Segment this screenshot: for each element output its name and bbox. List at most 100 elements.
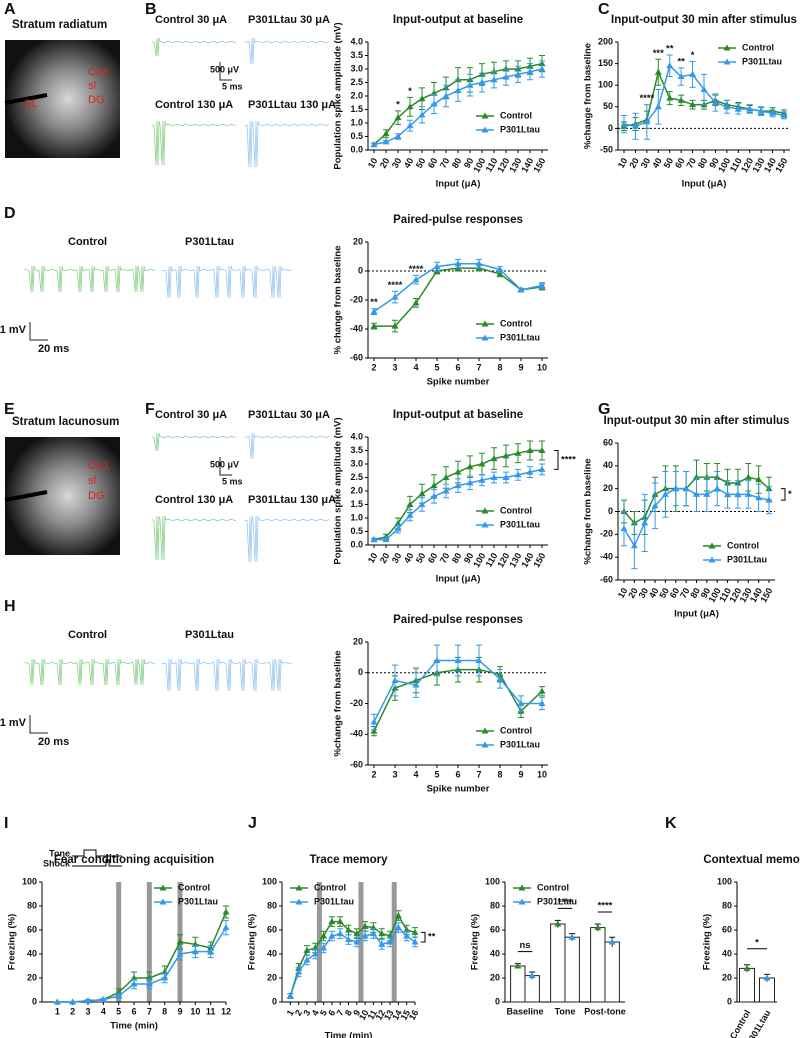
inset-label: Shock [43, 858, 71, 868]
x-tick-label: 7 [335, 1008, 346, 1017]
point [502, 474, 510, 480]
point [442, 92, 450, 99]
point [620, 525, 628, 532]
bar [524, 975, 540, 1003]
point [382, 536, 390, 543]
point [526, 468, 534, 475]
point [394, 924, 402, 931]
legend-label: P301Ltau [500, 124, 540, 134]
x-tick-label: 3 [85, 1006, 90, 1016]
significance: ** [677, 56, 685, 67]
trace-label: Control 30 μA [155, 14, 227, 26]
y-tick-label: 50 [603, 101, 613, 111]
x-tick-label: 1 [55, 1006, 60, 1016]
legend-label: P301Ltau [500, 332, 540, 342]
x-tick-label: 10 [366, 156, 380, 170]
bar [564, 936, 580, 1003]
point [161, 974, 169, 981]
y-axis-label: Population spike amplitude (mV) [333, 417, 344, 564]
x-tick-label: 3 [392, 362, 397, 372]
point [517, 700, 525, 706]
x-tick-label: 60 [426, 156, 440, 170]
point [418, 111, 426, 118]
x-tick-label: 4 [101, 1006, 106, 1016]
y-tick-label: -20 [350, 698, 363, 708]
y-tick-label: 3.5 [350, 50, 363, 60]
x-tick-label: 16 [407, 1008, 421, 1022]
significance: * [408, 86, 412, 97]
x-tick-label: 11 [206, 1006, 216, 1016]
mean-marker [514, 962, 522, 969]
y-tick-label: 0 [727, 996, 732, 1006]
point [406, 511, 414, 518]
scale-bar [219, 457, 232, 476]
trace-label: Control [68, 236, 107, 248]
legend-label: P301Ltau [537, 896, 577, 906]
x-tick-label: 2 [371, 362, 376, 372]
series-line [289, 926, 416, 997]
x-tick-label: 40 [647, 586, 661, 600]
mean-marker [608, 938, 616, 945]
x-tick-label: 30 [637, 586, 651, 600]
x-tick-label: 9 [518, 362, 523, 372]
x-tick-label: 5 [116, 1006, 121, 1016]
x-tick-label: 2 [371, 769, 376, 779]
bar [510, 965, 526, 1003]
y-tick-label: 20 [722, 972, 732, 982]
x-tick-label: 50 [662, 156, 676, 170]
significance: ** [428, 932, 436, 943]
chart-title: Contextual memory [703, 854, 800, 866]
legend-marker [518, 884, 526, 891]
legend-marker [481, 334, 489, 341]
point [654, 103, 662, 110]
x-tick-label: 80 [450, 551, 464, 565]
x-tick-label: 30 [639, 156, 653, 170]
x-tick-label: 7 [476, 362, 481, 372]
x-tick-label: 50 [414, 156, 428, 170]
y-tick-label: -60 [600, 574, 613, 584]
y-tick-label: 3.5 [350, 445, 363, 455]
x-tick-label: 70 [438, 156, 452, 170]
point [430, 492, 438, 499]
point [418, 95, 426, 102]
y-tick-label: 60 [267, 924, 277, 934]
y-axis-label: Freezing (%) [470, 914, 481, 970]
trace-label: P301Ltau [185, 629, 234, 641]
y-tick-label: 0 [358, 667, 363, 677]
point [406, 103, 414, 110]
point [53, 998, 61, 1005]
point [496, 675, 504, 682]
scale-label: 1 mV [0, 717, 27, 729]
scale-label: 20 ms [38, 343, 69, 355]
point [394, 114, 402, 121]
point [130, 980, 138, 987]
trace-label: Control 130 μA [155, 99, 233, 111]
significance: **** [409, 264, 424, 275]
point [466, 81, 474, 88]
point [475, 656, 483, 663]
point [412, 681, 420, 688]
y-tick-label: 150 [598, 58, 613, 68]
y-tick-label: 200 [598, 36, 613, 46]
legend-label: P301Ltau [727, 554, 767, 564]
y-tick-label: -40 [350, 323, 363, 333]
point [391, 322, 399, 329]
inset-label: Tone [49, 848, 70, 858]
panel-letter: K [665, 815, 677, 832]
x-tick-label: 40 [402, 551, 416, 565]
x-tick-label: 10 [190, 1006, 200, 1016]
y-tick-label: 0 [32, 996, 37, 1006]
series-line [289, 913, 416, 997]
x-tick-label: Baseline [506, 1006, 543, 1016]
x-axis-label: Time (min) [325, 1031, 373, 1038]
x-axis-label: Time (min) [110, 1021, 158, 1032]
y-tick-label: 20 [27, 972, 37, 982]
x-tick-label: 6 [326, 1008, 337, 1017]
point [700, 86, 708, 93]
y-tick-label: 1.0 [350, 117, 363, 127]
point [514, 471, 522, 478]
point [418, 490, 426, 497]
legend-marker [481, 741, 489, 748]
point [466, 463, 474, 470]
